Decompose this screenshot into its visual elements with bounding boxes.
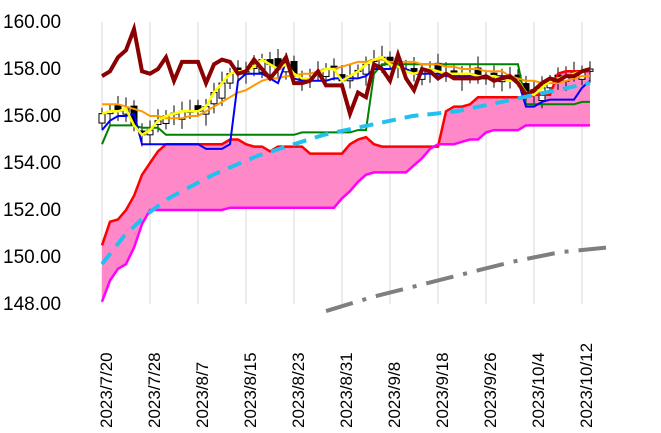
green-line: [101, 63, 590, 145]
x-tick-label: 2023/8/7: [193, 362, 212, 428]
yellow-line: [101, 55, 591, 137]
leading-span-b-line: [100, 124, 590, 303]
y-tick-label: 148.00: [3, 294, 61, 315]
x-tick-label: 2023/9/26: [481, 352, 500, 428]
x-tick-label: 2023/8/15: [241, 352, 260, 428]
cloud-fill: [102, 71, 590, 302]
x-axis: 2023/7/20 2023/7/28 2023/8/7 2023/8/15 2…: [97, 343, 596, 428]
candle-body: [98, 113, 106, 124]
y-tick-label: 150.00: [3, 247, 61, 268]
x-tick-label: 2023/10/12: [577, 343, 596, 428]
ichimoku-cloud: [102, 71, 590, 302]
x-tick-label: 2023/8/31: [337, 352, 356, 428]
x-tick-label: 2023/9/8: [385, 362, 404, 428]
y-tick-label: 160.00: [3, 12, 61, 33]
trend-dashed-line: [100, 81, 591, 266]
y-tick-label: 158.00: [3, 59, 61, 80]
lagging-span-line: [100, 21, 591, 121]
series-lines: [100, 21, 607, 314]
y-tick-label: 156.00: [3, 106, 61, 127]
x-tick-label: 2023/10/4: [529, 352, 548, 428]
x-tick-label: 2023/9/18: [433, 352, 452, 428]
gray-dashdot-line: [325, 245, 607, 314]
y-tick-label: 154.00: [3, 153, 61, 174]
y-tick-label: 152.00: [3, 200, 61, 221]
x-tick-label: 2023/8/23: [289, 352, 308, 428]
x-tick-label: 2023/7/20: [97, 352, 116, 428]
y-axis: 160.00 158.00 156.00 154.00 152.00 150.0…: [3, 12, 61, 315]
x-tick-label: 2023/7/28: [145, 352, 164, 428]
